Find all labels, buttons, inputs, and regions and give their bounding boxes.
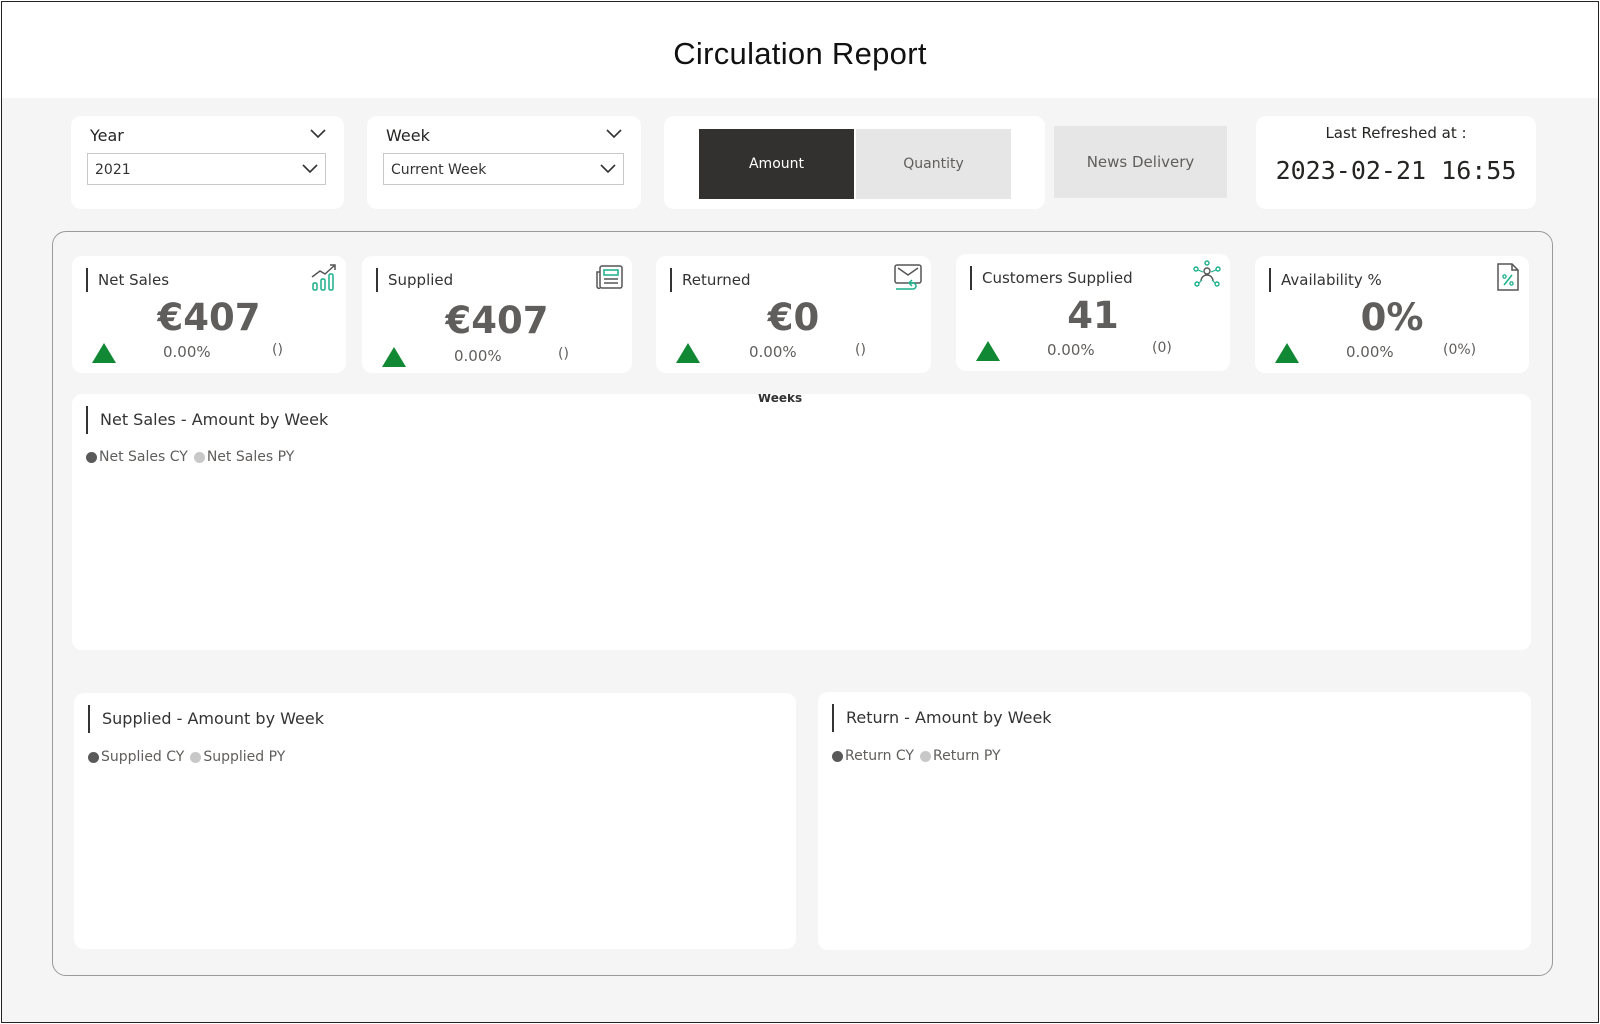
kpi-title: Availability % [1269, 268, 1382, 292]
kpi-card-returned[interactable]: Returned €0 0.00% () [656, 256, 931, 373]
newspaper-icon [596, 265, 623, 290]
kpi-title: Customers Supplied [970, 266, 1133, 290]
week-slicer-label: Week [386, 126, 430, 145]
legend-label: Supplied PY [203, 749, 286, 765]
chart-plot: -10110152025303540Weeks [1122, 692, 1166, 695]
legend-label: Net Sales PY [206, 449, 295, 465]
chevron-down-icon[interactable] [605, 128, 623, 140]
week-dropdown-value: Current Week [391, 162, 487, 178]
kpi-card-availability[interactable]: Availability % 0% 0.00% (0%) [1255, 256, 1529, 373]
amount-toggle-button[interactable]: Amount [699, 129, 854, 199]
trend-up-icon [92, 343, 116, 363]
kpi-value: 41 [1067, 294, 1119, 337]
kpi-prior-value: () [855, 342, 866, 358]
kpi-title: Net Sales [86, 268, 169, 292]
kpi-change-percent: 0.00% [749, 343, 797, 361]
measure-toggle: Amount Quantity [664, 116, 1045, 209]
legend-item-cy[interactable]: Net Sales CY [86, 449, 188, 465]
kpi-prior-value: () [272, 342, 283, 358]
kpi-card-customers-supplied[interactable]: Customers Supplied 41 0.00% (0) [956, 254, 1230, 371]
year-slicer-label: Year [90, 126, 124, 145]
year-slicer: Year 2021 [71, 116, 344, 209]
chevron-down-icon[interactable] [309, 128, 327, 140]
chart-legend: Supplied CY Supplied PY [88, 749, 291, 765]
kpi-value: €407 [157, 296, 261, 339]
week-slicer: Week Current Week [367, 116, 641, 209]
return-tray-icon [894, 264, 922, 290]
kpi-value: €0 [767, 296, 820, 339]
kpi-change-percent: 0.00% [454, 347, 502, 365]
year-dropdown[interactable]: 2021 [87, 153, 326, 185]
legend-item-py[interactable]: Return PY [920, 748, 1001, 764]
legend-label: Supplied CY [101, 749, 185, 765]
kpi-prior-value: (0%) [1443, 342, 1477, 358]
supplied-chart[interactable]: Supplied - Amount by Week Supplied CY Su… [74, 693, 796, 949]
trend-up-icon [1275, 343, 1299, 363]
last-refreshed-value: 2023-02-21 16:55 [1275, 156, 1517, 185]
trend-up-icon [676, 343, 700, 363]
kpi-value: €407 [445, 299, 549, 342]
chart-legend: Return CY Return PY [832, 748, 1007, 764]
year-dropdown-value: 2021 [95, 162, 131, 178]
page-title: Circulation Report [673, 36, 927, 71]
x-axis-label: Weeks [381, 693, 425, 695]
kpi-card-supplied[interactable]: Supplied €407 0.00% () [362, 256, 632, 373]
last-refreshed-label: Last Refreshed at : [1325, 124, 1467, 142]
kpi-title: Supplied [376, 268, 453, 292]
legend-item-cy[interactable]: Return CY [832, 748, 914, 764]
report-body: Net Sales €407 0.00% () Supplied € [52, 231, 1553, 976]
legend-label: Return PY [933, 748, 1001, 764]
trend-up-icon [382, 347, 406, 367]
kpi-title: Returned [670, 268, 751, 292]
legend-label: Net Sales CY [99, 449, 188, 465]
kpi-change-percent: 0.00% [1047, 341, 1095, 359]
week-dropdown[interactable]: Current Week [383, 153, 624, 185]
kpi-value: 0% [1360, 296, 1424, 339]
trend-up-icon [976, 341, 1000, 361]
news-delivery-button[interactable]: News Delivery [1054, 126, 1227, 198]
chevron-down-icon [302, 164, 318, 174]
net-sales-chart[interactable]: Net Sales - Amount by Week Net Sales CY … [72, 394, 1531, 650]
legend-item-py[interactable]: Net Sales PY [193, 449, 295, 465]
report-header: Circulation Report [2, 2, 1598, 98]
return-chart[interactable]: Return - Amount by Week Return CY Return… [818, 692, 1531, 950]
chevron-down-icon [600, 164, 616, 174]
kpi-change-percent: 0.00% [1346, 343, 1394, 361]
chart-legend: Net Sales CY Net Sales PY [86, 449, 300, 465]
quantity-toggle-button[interactable]: Quantity [856, 129, 1011, 199]
kpi-prior-value: () [558, 346, 569, 362]
legend-label: Return CY [845, 748, 914, 764]
kpi-change-percent: 0.00% [163, 343, 211, 361]
x-axis-label: Weeks [1122, 692, 1166, 695]
legend-item-cy[interactable]: Supplied CY [88, 749, 184, 765]
last-refreshed-card: Last Refreshed at : 2023-02-21 16:55 [1256, 116, 1536, 209]
customer-network-icon [1193, 260, 1221, 287]
growth-chart-icon [311, 264, 336, 291]
chart-title: Net Sales - Amount by Week [86, 406, 328, 434]
x-axis-label: Weeks [758, 394, 802, 405]
percent-document-icon [1497, 263, 1519, 291]
chart-plot: 020040010152025303540Weeks [381, 693, 425, 695]
kpi-prior-value: (0) [1152, 340, 1172, 356]
chart-plot: 020040010152025303540Weeks [758, 394, 802, 405]
legend-item-py[interactable]: Supplied PY [190, 749, 285, 765]
chart-title: Return - Amount by Week [832, 704, 1052, 732]
chart-title: Supplied - Amount by Week [88, 705, 324, 733]
kpi-card-net-sales[interactable]: Net Sales €407 0.00% () [72, 256, 346, 373]
